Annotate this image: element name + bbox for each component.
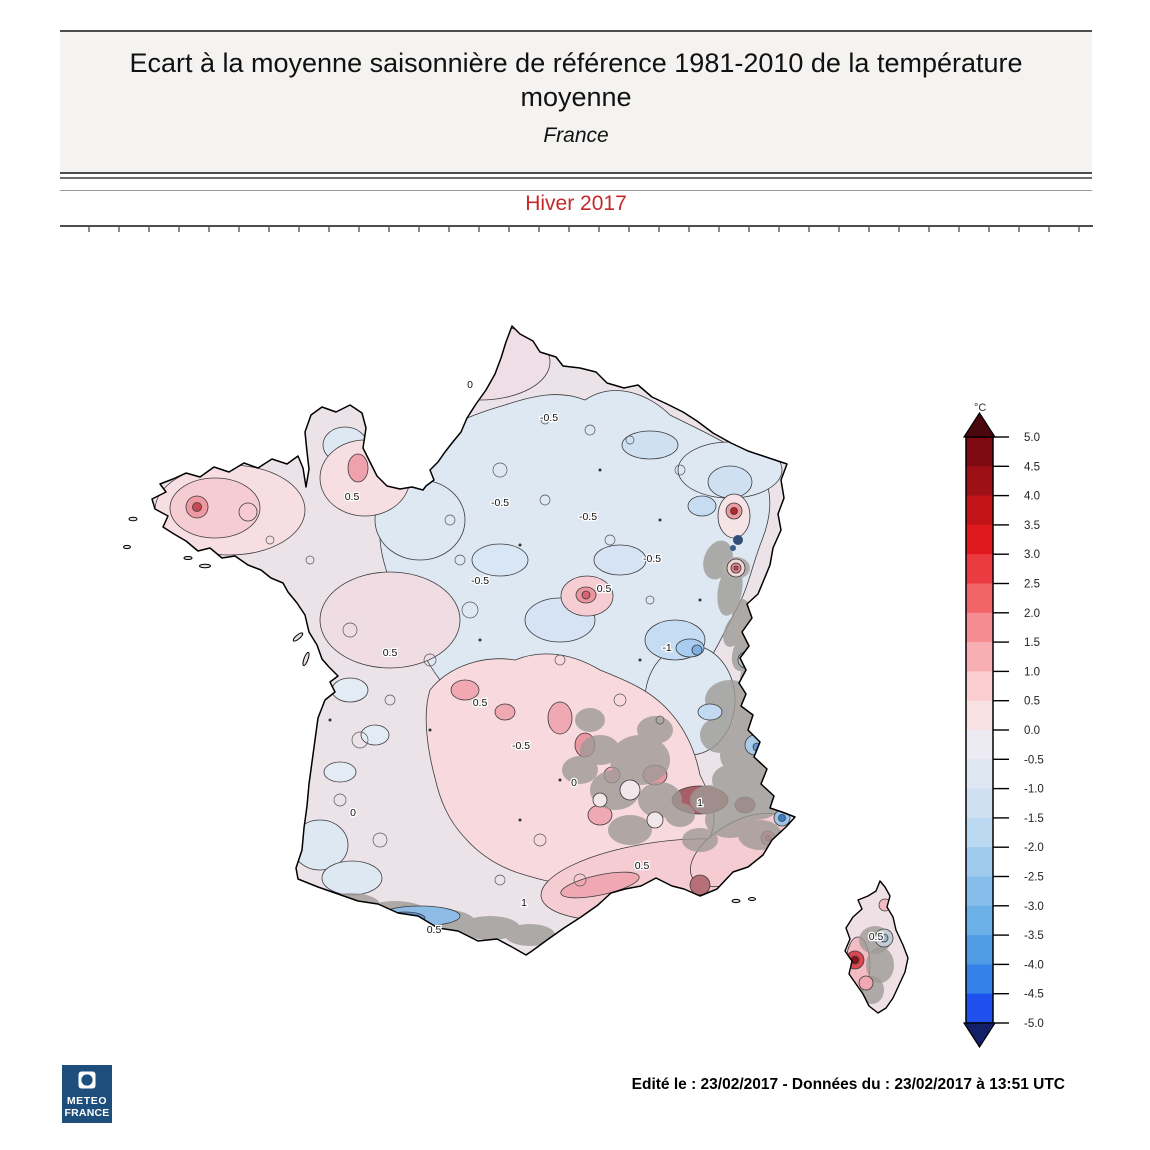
colorbar-segment [966,876,993,907]
colorbar-segment [966,788,993,819]
colorbar-tick-label: -4.0 [1024,959,1044,971]
colorbar-tick-label: 4.5 [1024,461,1040,473]
colorbar-tick-label: -1.5 [1024,813,1044,825]
meteo-france-logo: METEO FRANCE [62,1065,112,1123]
colorbar-segment [966,671,993,702]
contour-label: -0.5 [643,553,661,565]
colorbar-segment [966,700,993,731]
contour-label: 0 [467,379,473,391]
contour-label: -0.5 [491,497,509,509]
colorbar-arrow-top [962,411,997,438]
region-subtitle: France [543,124,609,147]
colorbar-tick-label: -4.5 [1024,989,1044,1001]
colorbar-unit: °C [974,402,986,414]
alsace-warm-bullseye [717,493,751,579]
colorbar-segment [966,642,993,672]
tick-ruler [60,225,1093,232]
colorbar-tick-label: 1.0 [1024,666,1040,678]
colorbar-tick-label: 3.5 [1024,520,1040,532]
period-label: Hiver 2017 [525,192,627,215]
colorbar-segment [966,935,993,965]
contour-label: 1 [697,797,703,809]
meteo-france-logo-icon [78,1071,96,1089]
contour-label: -0.5 [579,511,597,523]
contour-label: 0.5 [383,647,398,659]
colorbar-segment [966,583,993,614]
contour-label: 0.5 [869,931,884,943]
colorbar-tick-label: -1.0 [1024,784,1044,796]
contour-label: 0.5 [427,924,442,936]
colorbar-tick-label: -2.5 [1024,872,1044,884]
colorbar-segment [966,905,993,936]
logo-text-line1: METEO [66,1095,108,1107]
contour-label: -1 [662,642,671,654]
corsica-outline [844,880,909,1014]
contour-label: 0 [350,807,356,819]
colorbar-tick-label: -5.0 [1024,1018,1044,1030]
contour-label: -0.5 [471,575,489,587]
colorbar-segment [966,993,993,1024]
page-title: Ecart à la moyenne saisonnière de référe… [129,48,1023,112]
colorbar-segment [966,495,993,526]
colorbar-tick-label: 5.0 [1024,432,1040,444]
title-box: Ecart à la moyenne saisonnière de référe… [60,30,1092,174]
contour-label: 0.5 [345,491,360,503]
colorbar-tick-label: -3.0 [1024,901,1044,913]
colorbar-segment [966,847,993,877]
divider-line-thin [60,190,1092,191]
colorbar-tick-label: 4.0 [1024,491,1040,503]
colorbar-segment [966,524,993,555]
issued-timestamp: Edité le : 23/02/2017 - Données du : 23/… [631,1076,1065,1093]
contour-label: 0 [571,777,577,789]
contour-label: 0.5 [597,583,612,595]
colorbar-tick-label: 3.0 [1024,549,1040,561]
colorbar-tick-label: 0.5 [1024,696,1040,708]
island-specks [123,516,756,904]
colorbar-arrow-bottom [962,1022,997,1049]
contour-rings [265,415,686,936]
colorbar-segment [966,466,993,497]
colorbar-tick-label: 2.5 [1024,579,1040,591]
contour-label: 0.5 [635,860,650,872]
colorbar-segment [966,730,993,760]
colorbar-segment [966,964,993,995]
logo-text-line2: FRANCE [64,1107,110,1119]
mainland-outline [151,325,796,956]
colorbar-segment [966,817,993,848]
contour-label: -0.5 [540,412,558,424]
colorbar-segment [966,554,993,584]
contour-label: 1 [521,897,527,909]
colorbar-tick-label: 2.0 [1024,608,1040,620]
contour-label: 0.5 [473,697,488,709]
colorbar-segment [966,612,993,643]
colorbar-tick-label: -0.5 [1024,754,1044,766]
colorbar: °C 5.0 4.5 4.0 3.5 3.0 2.5 2.0 1.5 1.0 0.5 0.0 -0.5… [962,402,1044,1049]
colorbar-tick-label: -3.5 [1024,930,1044,942]
contour-labels: 0 -0.5 0.5 -0.5 -0.5 -0.5 -0.5 0.5 -1 0.5 0.5 -0.5 0… [343,378,884,945]
colorbar-tick-label: 1.5 [1024,637,1040,649]
contour-label: -0.5 [512,740,530,752]
colorbar-segment [966,759,993,790]
contour-dots [328,468,702,822]
colorbar-segment [966,437,993,467]
france-anomaly-field [152,326,795,955]
colorbar-tick-label: -2.0 [1024,842,1044,854]
colorbar-tick-label: 0.0 [1024,725,1040,737]
divider-line [60,177,1092,179]
cold-spots [471,430,753,661]
